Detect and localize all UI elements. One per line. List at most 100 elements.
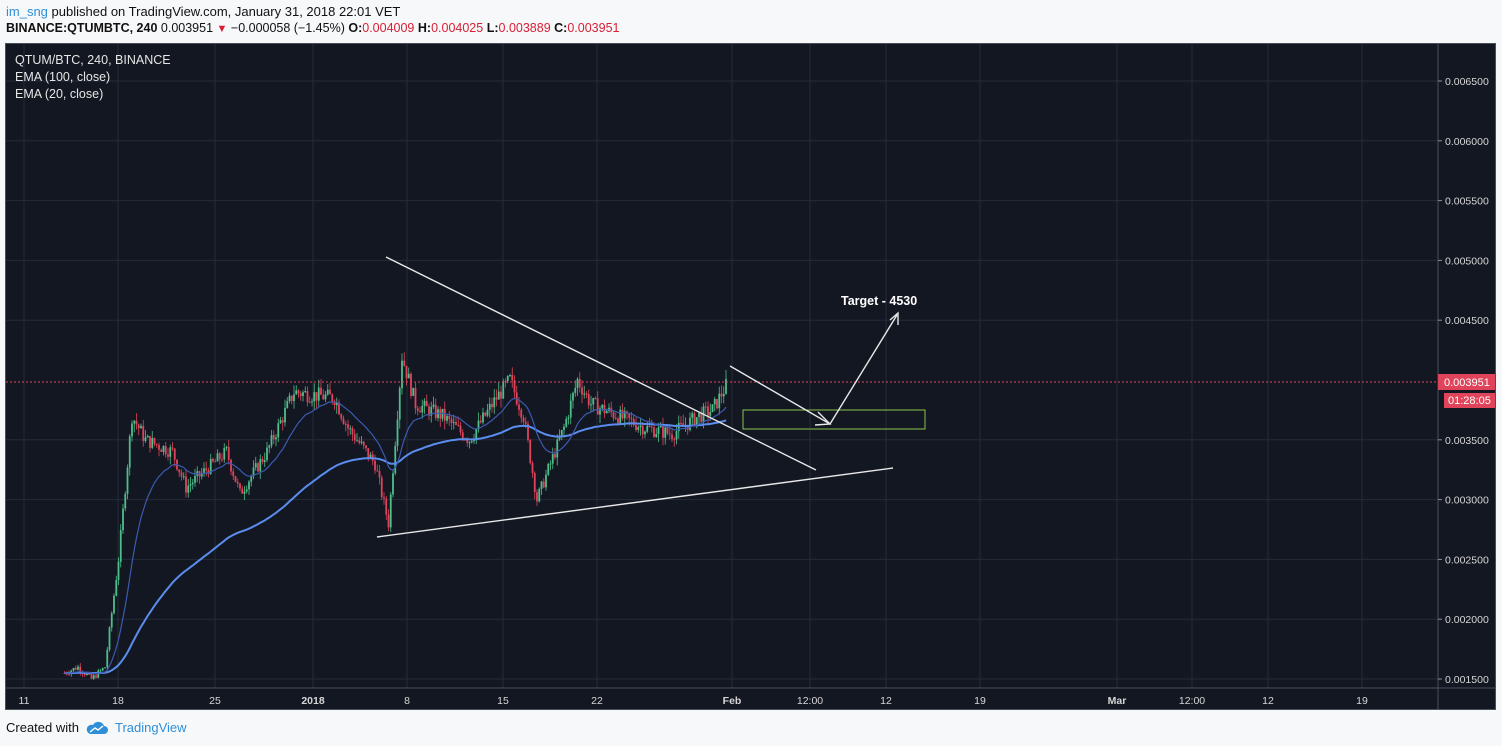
candle-body — [365, 445, 367, 449]
candle-body — [77, 666, 79, 670]
time-tick-label: Feb — [723, 695, 742, 707]
time-axis[interactable]: 11 18 25 2018 8 15 22 Feb 12:00 12 19 Mar 12:00 12 19 — [19, 695, 1368, 707]
candle-body — [126, 467, 129, 494]
candle-body — [416, 408, 419, 411]
candle-body — [491, 403, 493, 408]
candle-body — [536, 492, 538, 502]
candle-body — [277, 423, 280, 438]
candle-body — [254, 463, 257, 468]
candle-body — [95, 675, 97, 678]
candle-body — [556, 439, 559, 458]
candle-body — [623, 411, 626, 419]
candle-body — [151, 437, 154, 448]
candle-body — [689, 417, 691, 430]
candle-body — [286, 401, 289, 408]
candle-body — [450, 418, 453, 423]
candle-body — [317, 387, 320, 401]
candle-body — [630, 418, 633, 420]
candle-body — [540, 481, 543, 489]
candle-body — [158, 444, 160, 450]
candle-body — [331, 394, 334, 402]
candle-body — [545, 474, 547, 488]
candle-body — [308, 402, 311, 404]
time-tick-label: 19 — [974, 695, 986, 707]
candle-body — [167, 454, 169, 457]
price-tick-label: 0.005500 — [1445, 196, 1489, 208]
candle-body — [583, 393, 586, 395]
last-price-badge-text: 0.003951 — [1444, 377, 1490, 389]
candle-body — [142, 425, 145, 441]
time-tick-label: 25 — [209, 695, 221, 707]
candle-body — [455, 422, 457, 426]
candle-body — [86, 673, 88, 676]
candle-body — [117, 561, 120, 580]
price-tick-label: 0.006000 — [1445, 136, 1489, 148]
candle-body — [302, 392, 304, 397]
legend-ema100[interactable]: EMA (100, close) — [15, 70, 111, 84]
candle-body — [322, 394, 325, 400]
ohlc-bar: BINANCE:QTUMBTC, 240 0.003951 ▼ −0.00005… — [6, 21, 619, 35]
published-text: published on TradingView.com, January 31… — [51, 4, 401, 19]
open-label: O: — [348, 21, 363, 35]
candle-body — [329, 389, 331, 395]
candle-body — [257, 463, 259, 472]
candle-body — [565, 418, 568, 427]
candle-body — [650, 426, 653, 428]
candle-body — [149, 435, 151, 448]
candle-body — [414, 387, 417, 409]
candle-body — [500, 391, 502, 399]
candle-body — [110, 613, 113, 628]
candle-body — [299, 393, 302, 397]
candle-body — [520, 409, 523, 418]
candle-body — [529, 439, 532, 464]
candle-body — [232, 471, 235, 477]
candle-body — [369, 454, 372, 458]
candle-body — [718, 393, 721, 409]
candle-body — [385, 498, 388, 515]
candle-body — [410, 373, 412, 396]
candle-body — [351, 428, 354, 435]
candle-body — [90, 673, 93, 679]
candle-body — [682, 423, 685, 427]
candle-body — [686, 425, 689, 430]
candle-body — [362, 441, 365, 446]
candle-body — [218, 453, 221, 460]
candle-body — [599, 408, 601, 415]
price-tick-label: 0.003000 — [1445, 495, 1489, 507]
candle-body — [164, 445, 167, 455]
candle-body — [673, 439, 676, 441]
time-tick-label: Mar — [1108, 695, 1127, 707]
candle-body — [569, 400, 572, 418]
candle-body — [144, 437, 147, 441]
candle-body — [716, 398, 718, 409]
candle-body — [101, 668, 104, 671]
candle-body — [484, 412, 487, 416]
candle-body — [324, 394, 327, 400]
candle-body — [574, 387, 577, 393]
candle-body — [475, 429, 478, 439]
candle-body — [207, 470, 210, 474]
legend-ema20[interactable]: EMA (20, close) — [15, 87, 104, 101]
time-tick-label: 12:00 — [1179, 695, 1205, 707]
price-tick-label: 0.001500 — [1445, 674, 1489, 686]
candle-body — [241, 488, 244, 494]
author-link[interactable]: im_sng — [6, 4, 48, 19]
candle-body — [432, 404, 435, 407]
candle-body — [576, 378, 579, 388]
legend-symbol[interactable]: QTUM/BTC, 240, BINANCE — [15, 53, 171, 67]
candle-body — [675, 431, 678, 440]
tradingview-link[interactable]: TradingView — [114, 720, 187, 735]
price-axis[interactable]: 0.006500 0.006000 0.005500 0.005000 0.004500… — [1438, 76, 1489, 686]
candle-body — [356, 440, 358, 442]
candle-body — [493, 397, 496, 408]
candle-body — [509, 374, 511, 377]
time-tick-label: 15 — [497, 695, 509, 707]
candle-body — [223, 447, 226, 460]
candle-body — [221, 459, 223, 461]
chart-frame[interactable] — [5, 43, 1496, 710]
candle-body — [387, 514, 390, 528]
candle-body — [290, 395, 293, 402]
candle-body — [297, 390, 300, 394]
candle-body — [639, 425, 642, 428]
